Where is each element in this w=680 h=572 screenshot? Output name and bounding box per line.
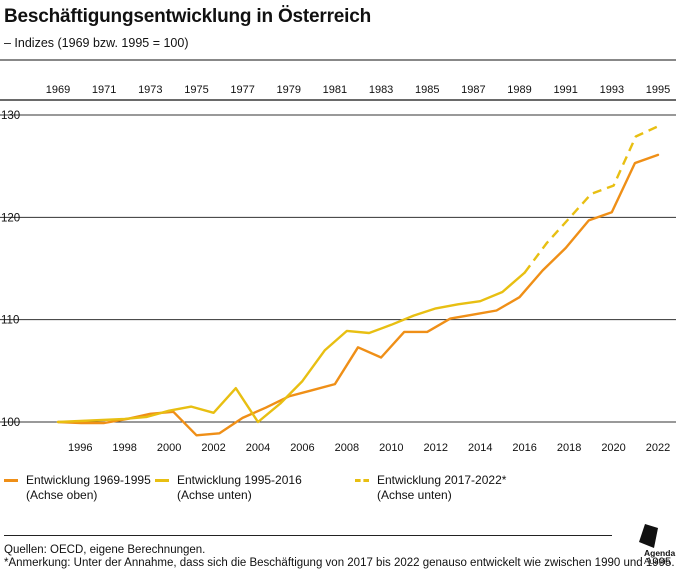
top-axis-tick-label: 1991 — [553, 84, 577, 96]
logo-line1: Agenda — [644, 548, 676, 558]
bottom-axis-tick-label: 2002 — [201, 442, 225, 454]
logo-text: Agenda Austria — [644, 548, 676, 566]
source-note: Quellen: OECD, eigene Berechnungen. — [4, 544, 206, 556]
logo-line2: Austria — [644, 556, 671, 566]
bottom-axis-tick-label: 2014 — [468, 442, 492, 454]
y-tick-label: 130 — [1, 110, 20, 122]
top-axis-tick-label: 1973 — [138, 84, 162, 96]
bottom-axis-tick-label: 2010 — [379, 442, 403, 454]
footer-divider — [4, 535, 612, 536]
top-axis-tick-label: 1989 — [507, 84, 531, 96]
top-axis-tick-label: 1983 — [369, 84, 393, 96]
top-axis-tick-label: 1981 — [323, 84, 347, 96]
bottom-axis-tick-label: 2018 — [557, 442, 581, 454]
y-tick-label: 120 — [1, 212, 20, 224]
y-tick-label: 100 — [1, 417, 20, 429]
legend-swatch — [155, 479, 169, 482]
agenda-austria-logo-icon — [639, 524, 658, 548]
top-axis-tick-label: 1995 — [646, 84, 670, 96]
series-line-0 — [56, 153, 660, 437]
y-axis-ticks: 100 110 120 130 — [1, 110, 20, 429]
bottom-axis-tick-label: 1996 — [68, 442, 92, 454]
bottom-axis-tick-label: 2008 — [335, 442, 359, 454]
top-axis-tick-label: 1985 — [415, 84, 439, 96]
legend-label: Entwicklung 1995-2016 — [177, 473, 302, 487]
bottom-axis-tick-label: 2022 — [646, 442, 670, 454]
bottom-axis-tick-label: 1998 — [112, 442, 136, 454]
bottom-axis-tick-label: 2020 — [601, 442, 625, 454]
chart-title: Beschäftigungsentwicklung in Österreich — [4, 6, 371, 27]
legend-item-1969-1995: Entwicklung 1969-1995 (Achse oben) — [4, 473, 151, 503]
legend-swatch — [355, 479, 369, 482]
legend-item-1995-2016: Entwicklung 1995-2016 (Achse unten) — [155, 473, 302, 503]
bottom-axis-tick-label: 2012 — [424, 442, 448, 454]
top-axis-tick-label: 1993 — [600, 84, 624, 96]
bottom-axis-tick-label: 2006 — [290, 442, 314, 454]
series-lines — [56, 125, 660, 437]
top-axis-tick-label: 1975 — [184, 84, 208, 96]
chart-subtitle: – Indizes (1969 bzw. 1995 = 100) — [4, 36, 189, 50]
top-axis-tick-label: 1969 — [46, 84, 70, 96]
grid-lines — [0, 59, 676, 423]
bottom-axis-tick-label: 2004 — [246, 442, 270, 454]
legend-item-2017-2022: Entwicklung 2017-2022* (Achse unten) — [355, 473, 506, 503]
top-axis-tick-label: 1971 — [92, 84, 116, 96]
bottom-axis-tick-label: 2016 — [512, 442, 536, 454]
top-axis-tick-label: 1979 — [277, 84, 301, 96]
top-axis-tick-label: 1987 — [461, 84, 485, 96]
footnote: *Anmerkung: Unter der Annahme, dass sich… — [4, 557, 675, 569]
bottom-axis-tick-label: 2000 — [157, 442, 181, 454]
legend-sublabel: (Achse unten) — [377, 488, 452, 502]
bottom-axis: 1996 1998 2000 2002 2004 2006 2008 2010 2012 2014… — [68, 442, 670, 454]
legend-sublabel: (Achse oben) — [26, 488, 98, 502]
legend-label: Entwicklung 2017-2022* — [377, 473, 507, 487]
top-axis: 1969 1971 1973 1975 1977 1979 1981 1983 1985 1987… — [46, 84, 670, 96]
legend-label: Entwicklung 1969-1995 — [26, 473, 151, 487]
top-axis-tick-label: 1977 — [230, 84, 254, 96]
legend-swatch — [4, 479, 18, 482]
series-line-1 — [56, 271, 526, 424]
legend-sublabel: (Achse unten) — [177, 488, 252, 502]
series-line-2 — [523, 125, 659, 274]
y-tick-label: 110 — [1, 315, 19, 327]
